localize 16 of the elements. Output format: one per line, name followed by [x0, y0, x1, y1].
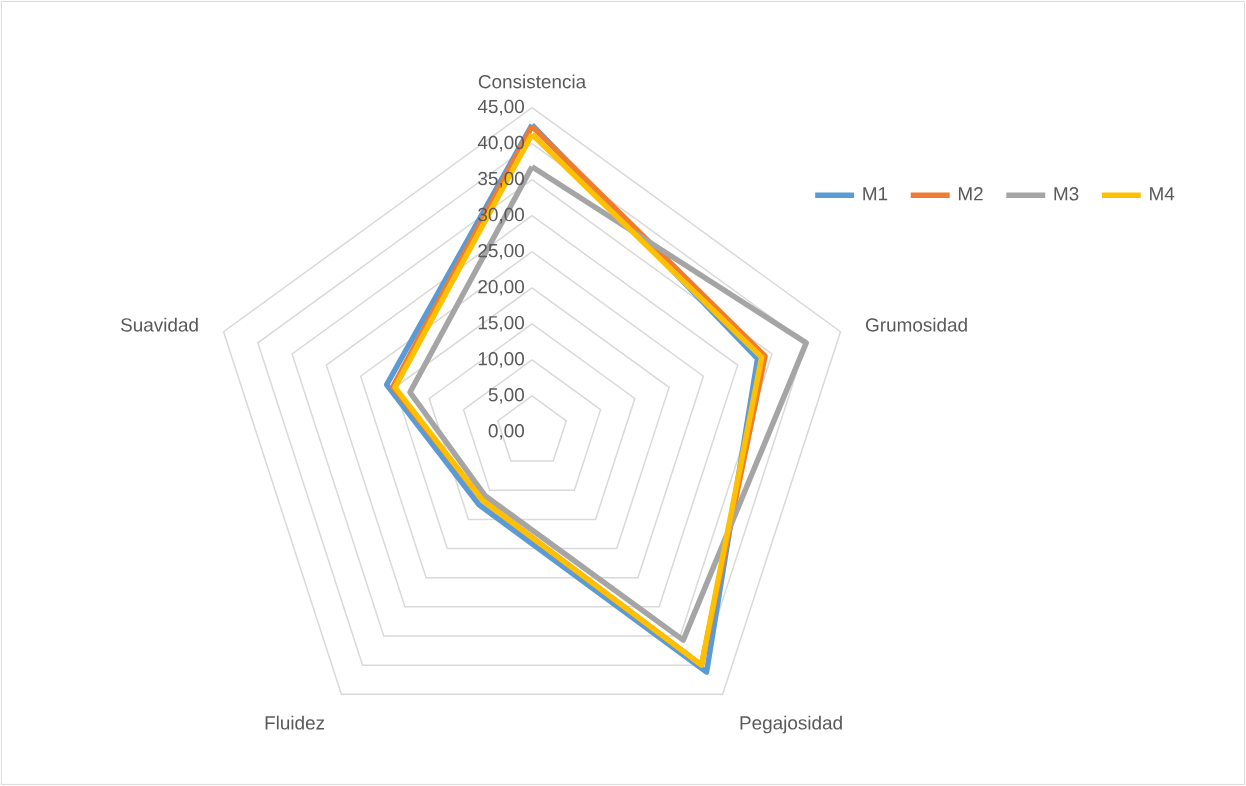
legend-label: M1: [863, 187, 888, 201]
y-tick-label: 20,00: [478, 280, 524, 296]
spoke-label: Consistencia: [478, 74, 587, 89]
spoke-label: Fluidez: [265, 715, 325, 730]
spoke-label: Suavidad: [120, 317, 198, 332]
y-tick-label: 10,00: [478, 352, 524, 368]
spoke-label: Pegajosidad: [740, 715, 842, 734]
y-tick-label: 45,00: [477, 99, 524, 116]
y-tick-label: 15,00: [478, 316, 524, 332]
y-tick-label: 25,00: [478, 243, 524, 260]
y-tick-label: 5,00: [488, 388, 524, 404]
spoke-label: Grumosidad: [866, 317, 967, 332]
legend-label: M2: [958, 187, 983, 201]
legend-label: M4: [1150, 187, 1175, 201]
y-tick-label: 0,00: [488, 424, 524, 440]
legend-label: M3: [1054, 187, 1079, 201]
